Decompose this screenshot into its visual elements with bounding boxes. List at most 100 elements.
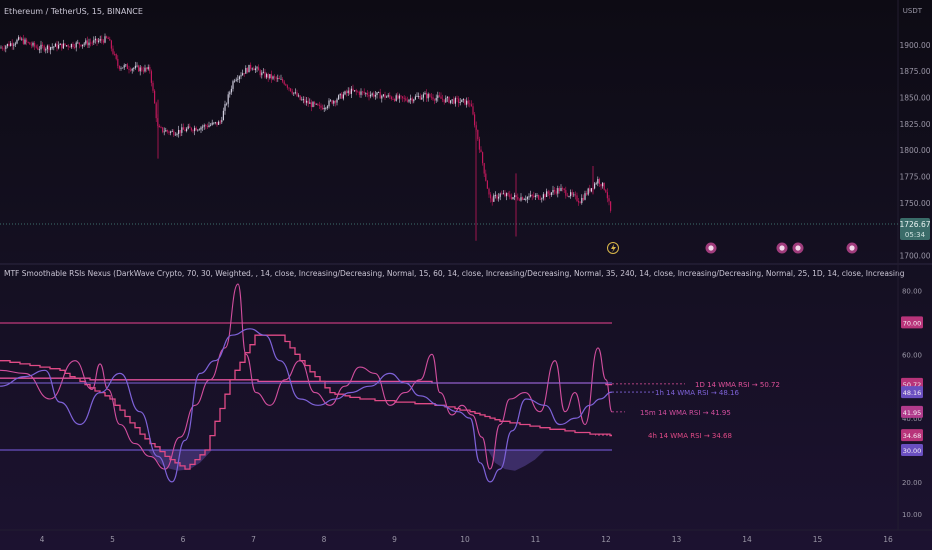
candle-body bbox=[451, 99, 453, 101]
candle-body bbox=[302, 99, 304, 101]
candle-body bbox=[432, 97, 434, 100]
earnings-event-icon[interactable] bbox=[846, 242, 858, 254]
candle-body bbox=[522, 197, 524, 200]
time-axis[interactable]: 4 5 6 7 8 9 10 11 12 13 14 15 16 bbox=[40, 535, 893, 544]
candle-body bbox=[549, 193, 551, 195]
time-tick-label: 9 bbox=[392, 535, 397, 544]
candle-body bbox=[579, 202, 581, 204]
candle-body bbox=[589, 188, 591, 192]
candle-body bbox=[51, 46, 53, 48]
lightning-icon[interactable] bbox=[607, 242, 619, 254]
candle-body bbox=[469, 103, 471, 105]
candle-body bbox=[77, 42, 79, 44]
candle-body bbox=[608, 198, 610, 202]
candle-body bbox=[178, 129, 180, 134]
candle-body bbox=[139, 67, 141, 72]
candle-body bbox=[506, 193, 508, 197]
time-tick-label: 5 bbox=[110, 535, 115, 544]
earnings-event-icon[interactable] bbox=[776, 242, 788, 254]
candle-body bbox=[155, 103, 157, 119]
candle-body bbox=[454, 97, 456, 104]
candle-body bbox=[235, 79, 237, 81]
candle-body bbox=[251, 68, 253, 70]
candle-body bbox=[246, 67, 248, 73]
candle-body bbox=[499, 193, 501, 197]
candle-body bbox=[88, 42, 90, 46]
candle-countdown: 05:34 bbox=[905, 231, 926, 239]
candle-body bbox=[150, 71, 152, 83]
currency-label: USDT bbox=[902, 7, 922, 15]
candle-body bbox=[184, 129, 186, 132]
candle-body bbox=[456, 97, 458, 99]
earnings-event-icon[interactable] bbox=[792, 242, 804, 254]
candle-body bbox=[413, 99, 415, 102]
candle-body bbox=[533, 195, 535, 198]
candle-body bbox=[552, 190, 554, 193]
candle-body bbox=[344, 91, 346, 95]
rsi-badge bbox=[901, 405, 923, 418]
candle-body bbox=[186, 128, 188, 132]
candle-body bbox=[467, 100, 469, 104]
candle-body bbox=[291, 91, 293, 94]
candle-body bbox=[133, 68, 135, 69]
candle-body bbox=[138, 65, 140, 72]
candle-body bbox=[350, 88, 352, 94]
earnings-event-icon[interactable] bbox=[705, 242, 717, 254]
candle-body bbox=[336, 99, 338, 103]
candle-body bbox=[278, 78, 280, 80]
rsi-tick-label: 20.00 bbox=[902, 479, 922, 487]
candle-body bbox=[448, 97, 450, 103]
time-tick-label: 8 bbox=[322, 535, 327, 544]
candle-body bbox=[190, 127, 192, 131]
candle-body bbox=[14, 43, 16, 45]
rsi-badge-value: 50.72 bbox=[903, 381, 922, 389]
candle-body bbox=[546, 191, 548, 198]
candle-body bbox=[230, 88, 232, 93]
candle-body bbox=[355, 90, 357, 92]
candle-body bbox=[43, 46, 45, 51]
candle-body bbox=[226, 103, 228, 105]
candle-body bbox=[21, 38, 23, 40]
candle-body bbox=[210, 124, 212, 126]
candle-body bbox=[306, 100, 308, 103]
candle-body bbox=[438, 95, 440, 97]
candle-body bbox=[264, 71, 266, 78]
candle-body bbox=[275, 77, 277, 79]
candle-body bbox=[595, 183, 597, 185]
candle-body bbox=[310, 102, 312, 108]
candle-body bbox=[208, 125, 210, 128]
candle-body bbox=[581, 197, 583, 203]
rsi-badge-value: 48.16 bbox=[903, 389, 922, 397]
candle-body bbox=[523, 199, 525, 200]
rsi-line-15m bbox=[0, 283, 613, 470]
candle-body bbox=[181, 127, 183, 133]
candle-body bbox=[534, 195, 536, 198]
candle-body bbox=[443, 99, 445, 103]
candle-body bbox=[491, 198, 493, 202]
time-tick-label: 6 bbox=[181, 535, 186, 544]
candle-body bbox=[544, 194, 546, 198]
candle-body bbox=[27, 42, 29, 43]
candle-body bbox=[78, 42, 80, 45]
price-axis[interactable]: 1900.00 1875.00 1850.00 1825.00 1800.00 1775.… bbox=[899, 41, 930, 261]
candle-body bbox=[317, 103, 319, 106]
candle-body bbox=[258, 67, 260, 71]
candle-body bbox=[109, 38, 111, 41]
candle-body bbox=[382, 94, 384, 96]
candle-body bbox=[114, 53, 116, 55]
candle-body bbox=[331, 100, 333, 104]
candle-body bbox=[146, 67, 148, 70]
candle-body bbox=[245, 67, 247, 74]
candle-body bbox=[66, 45, 68, 47]
candle-body bbox=[381, 95, 383, 99]
candle-body bbox=[474, 114, 476, 126]
candle-body bbox=[163, 131, 165, 133]
candle-body bbox=[427, 94, 429, 99]
candle-body bbox=[205, 125, 207, 127]
candle-body bbox=[10, 43, 12, 46]
candle-body bbox=[26, 39, 28, 43]
candle-body bbox=[126, 64, 128, 69]
candle-body bbox=[480, 149, 482, 153]
rsi-axis[interactable]: 80.00 60.00 40.00 20.00 10.00 bbox=[902, 288, 922, 519]
